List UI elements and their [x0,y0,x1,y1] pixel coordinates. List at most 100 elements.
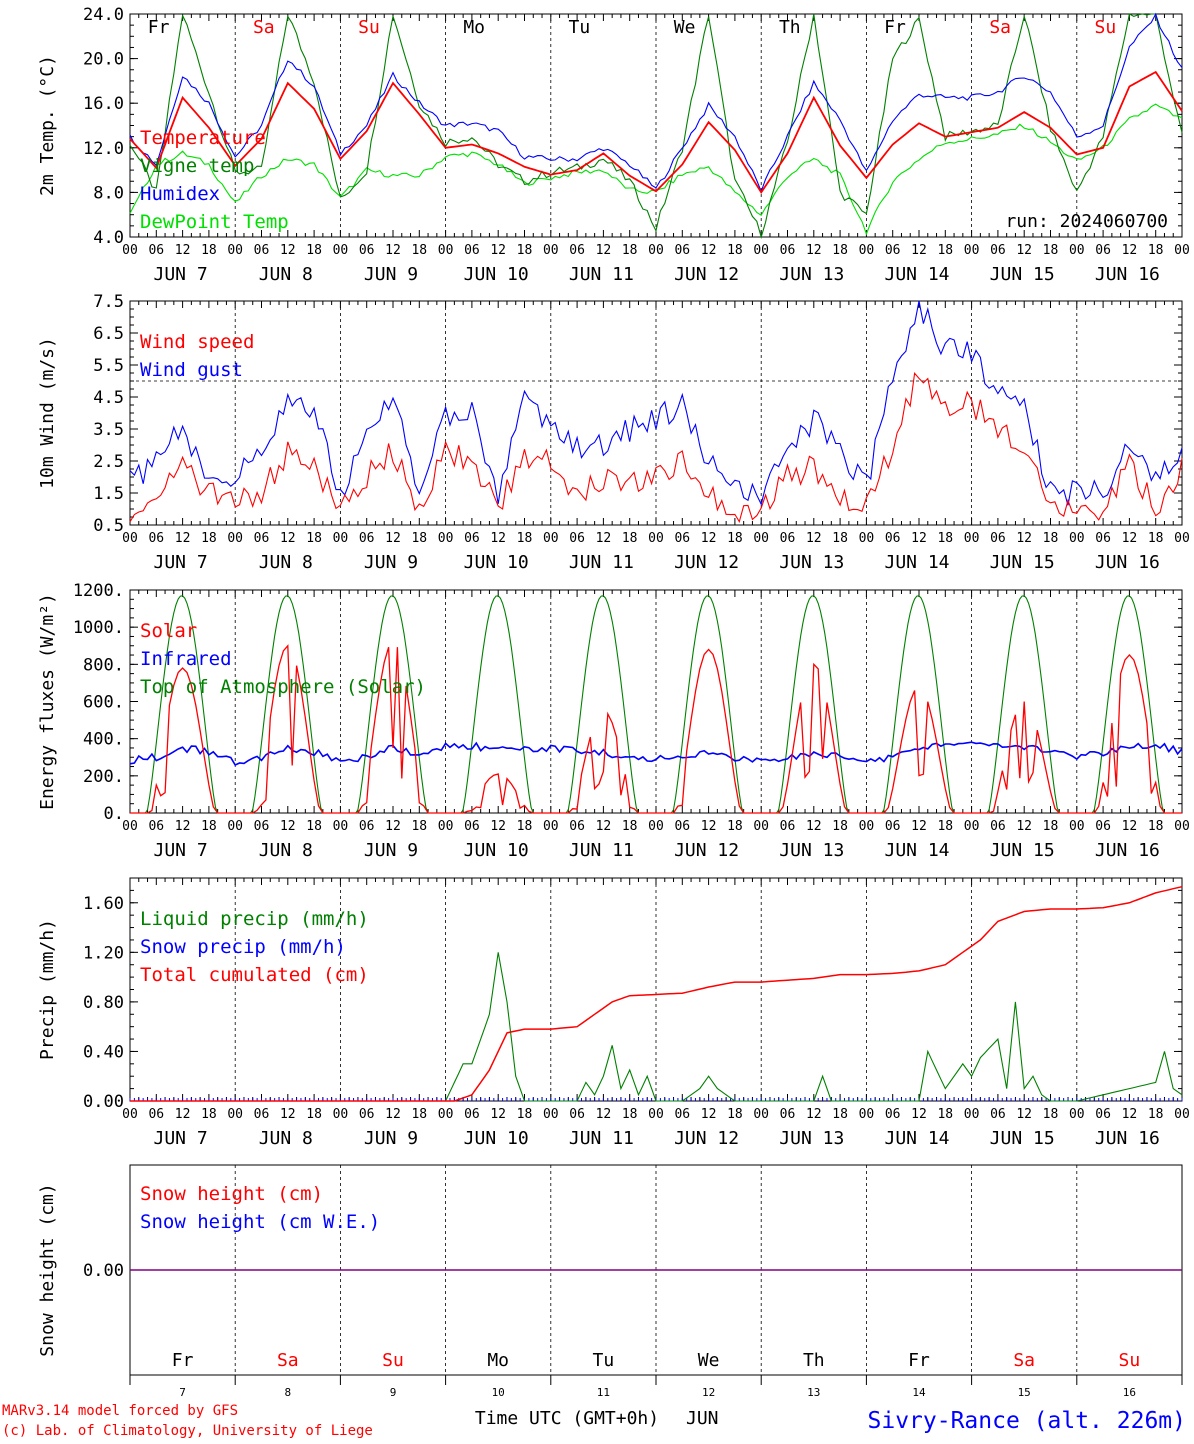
legend-temperature: Temperature [140,127,266,149]
date-label: JUN 12 [674,552,739,573]
hour-tick-label: 00 [648,819,664,834]
hour-tick-label: 12 [701,819,717,834]
date-label: JUN 12 [674,264,739,285]
hour-tick-label: 00 [122,243,138,258]
date-label: JUN 10 [464,1128,529,1149]
legend-vigne-temp: Vigne temp [140,155,254,177]
hour-tick-label: 06 [148,819,164,834]
hour-tick-label: 06 [359,1107,375,1122]
hour-tick-label: 06 [464,819,480,834]
hour-tick-label: 12 [385,819,401,834]
series-line-solar [130,644,1182,814]
series-line-wind-speed [129,372,1183,523]
hour-tick-label: 12 [806,819,822,834]
hour-tick-label: 18 [727,1107,743,1122]
date-label: JUN 15 [990,840,1055,861]
hour-tick-label: 12 [280,819,296,834]
weekday-label: Sa [1013,1350,1035,1371]
hour-tick-label: 12 [280,1107,296,1122]
hour-tick-label: 06 [148,1107,164,1122]
hour-tick-label: 00 [543,531,559,546]
hour-tick-label: 00 [648,1107,664,1122]
hour-tick-label: 00 [964,1107,980,1122]
date-label: JUN 16 [1095,264,1160,285]
legend-dewpoint-temp: DewPoint Temp [140,211,289,233]
hour-tick-label: 18 [622,1107,638,1122]
date-number-label: 10 [492,1386,505,1399]
hour-tick-label: 06 [569,243,585,258]
hour-tick-label: 12 [1122,243,1138,258]
hour-tick-label: 00 [648,531,664,546]
weekday-label: Fr [148,17,170,38]
series-line-humidex [129,12,1183,194]
y-tick-label: 24.0 [83,5,124,25]
y-tick-label: 0.40 [83,1042,124,1062]
date-label: JUN 14 [884,552,949,573]
hour-tick-label: 18 [517,531,533,546]
hour-tick-label: 18 [1043,243,1059,258]
date-number-label: 11 [597,1386,610,1399]
legend-snow-height-cm-: Snow height (cm) [140,1183,323,1205]
date-number-label: 14 [912,1386,926,1399]
hour-tick-label: 18 [832,819,848,834]
date-label: JUN 12 [674,1128,739,1149]
hour-tick-label: 00 [227,531,243,546]
hour-tick-label: 06 [464,531,480,546]
date-label: JUN 12 [674,840,739,861]
hour-tick-label: 18 [306,243,322,258]
hour-tick-label: 18 [1043,819,1059,834]
hour-tick-label: 12 [175,243,191,258]
date-label: JUN 15 [990,264,1055,285]
hour-tick-label: 12 [806,531,822,546]
hour-tick-label: 18 [201,531,217,546]
hour-tick-label: 06 [674,819,690,834]
y-tick-label: 8.0 [93,183,124,203]
date-label: JUN 13 [779,552,844,573]
date-label: JUN 7 [154,840,208,861]
hour-tick-label: 00 [333,819,349,834]
hour-tick-label: 18 [622,243,638,258]
y-tick-label: 12.0 [83,139,124,159]
hour-tick-label: 00 [753,819,769,834]
y-tick-label: 0.00 [83,1092,124,1112]
y-tick-label: 1.5 [93,484,124,504]
date-label: JUN 15 [990,1128,1055,1149]
y-tick-label: 20.0 [83,50,124,70]
hour-tick-label: 00 [122,819,138,834]
hour-tick-label: 06 [780,531,796,546]
y-axis-label: Snow height (cm) [37,1183,58,1356]
weekday-label: Su [382,1350,404,1371]
hour-tick-label: 12 [911,819,927,834]
x-axis-label: Time UTC (GMT+0h) [475,1408,659,1429]
weekday-label: We [674,17,696,38]
hour-tick-label: 12 [911,243,927,258]
hour-tick-label: 18 [832,243,848,258]
hour-tick-label: 18 [727,531,743,546]
hour-tick-label: 12 [701,531,717,546]
y-tick-label: 0.00 [83,1261,124,1281]
weekday-label: Sa [989,17,1011,38]
legend-liquid-precip-mm-h-: Liquid precip (mm/h) [140,908,369,930]
hour-tick-label: 18 [622,531,638,546]
date-label: JUN 10 [464,264,529,285]
weekday-label: Su [1119,1350,1141,1371]
date-label: JUN 14 [884,840,949,861]
date-number-label: 9 [390,1386,397,1399]
hour-tick-label: 00 [964,243,980,258]
date-number-label: 8 [284,1386,291,1399]
date-label: JUN 13 [779,840,844,861]
y-tick-label: 0. [104,804,124,824]
date-label: JUN 9 [364,264,418,285]
y-axis-label: 10m Wind (m/s) [37,337,58,489]
hour-tick-label: 06 [990,819,1006,834]
legend-wind-speed: Wind speed [140,331,254,353]
hour-tick-label: 18 [1148,531,1164,546]
weekday-label: Th [779,17,801,38]
weekday-label: Fr [884,17,906,38]
date-number-label: 15 [1018,1386,1031,1399]
hour-tick-label: 00 [648,243,664,258]
hour-tick-label: 00 [859,1107,875,1122]
hour-tick-label: 18 [727,243,743,258]
y-tick-label: 2.5 [93,452,124,472]
